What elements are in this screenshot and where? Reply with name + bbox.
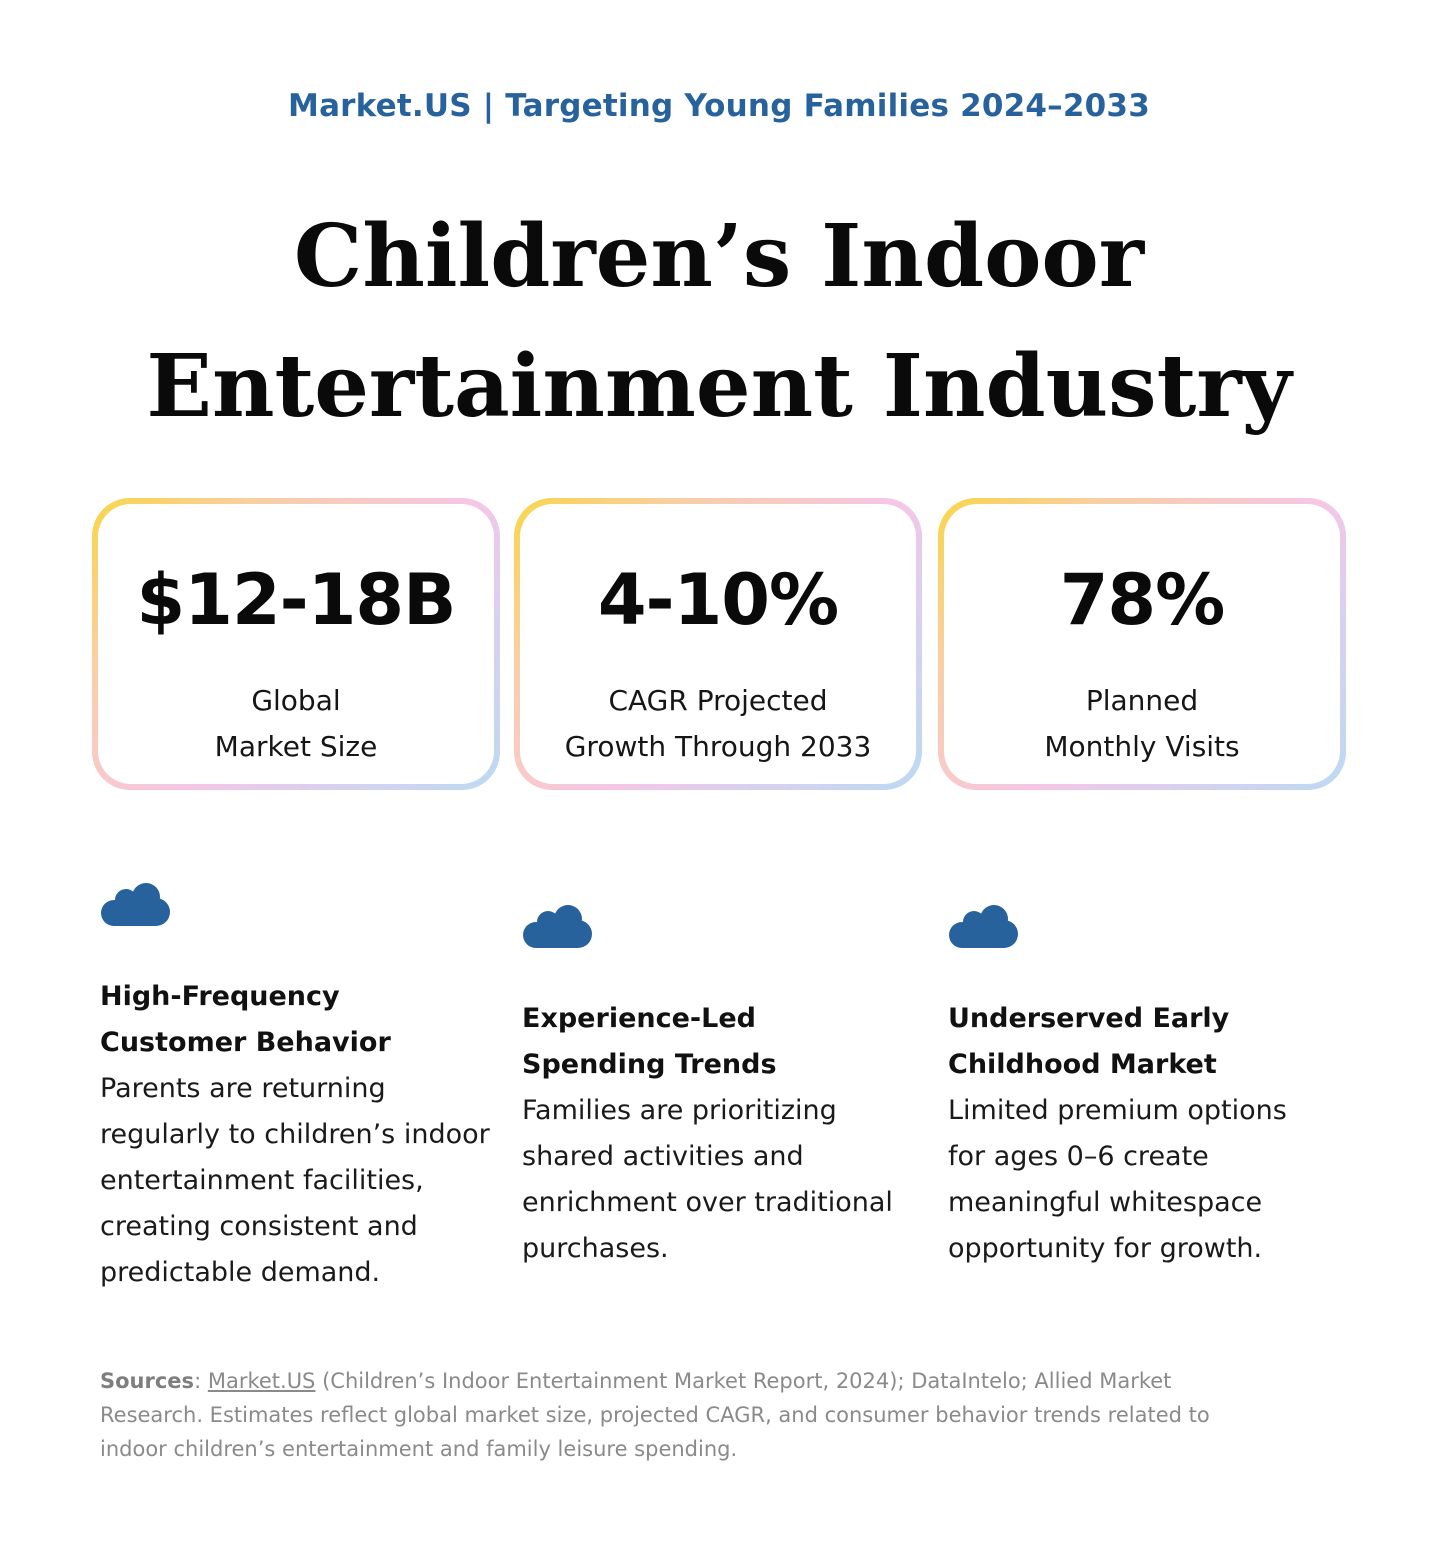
- feature-title-line-1: Underserved Early: [948, 1003, 1230, 1034]
- feature-body-line: for ages 0–6 create: [948, 1141, 1209, 1172]
- feature-body-line: Families are prioritizing: [522, 1095, 837, 1126]
- feature-experience-led: Experience-Led Spending Trends Families …: [522, 902, 922, 1272]
- feature-body-line: creating consistent and: [100, 1211, 418, 1242]
- stat-value: 4-10%: [597, 559, 839, 641]
- feature-body-line: entertainment facilities,: [100, 1165, 424, 1196]
- cloud-icon: [949, 905, 1018, 948]
- feature-body-line: opportunity for growth.: [948, 1233, 1263, 1264]
- feature-body-line: shared activities and: [522, 1141, 804, 1172]
- feature-body-line: meaningful whitespace: [948, 1187, 1263, 1218]
- feature-body-line: Limited premium options: [948, 1095, 1287, 1126]
- stat-value: 78%: [1059, 559, 1226, 641]
- stat-label: Planned Monthly Visits: [944, 678, 1340, 770]
- stat-label-line-2: Growth Through 2033: [564, 730, 872, 763]
- stat-card-body: 78% Planned Monthly Visits: [944, 504, 1340, 784]
- page-title-line-1: Children’s Indoor: [293, 206, 1145, 307]
- feature-title: Experience-Led Spending Trends: [522, 996, 922, 1088]
- feature-title-line-1: Experience-Led: [522, 1003, 756, 1034]
- sources-separator: :: [194, 1369, 208, 1393]
- stat-label: CAGR Projected Growth Through 2033: [520, 678, 916, 770]
- feature-body-line: enrichment over traditional: [522, 1187, 893, 1218]
- stat-card-body: $12-18B Global Market Size: [98, 504, 494, 784]
- feature-title: Underserved Early Childhood Market: [948, 996, 1348, 1088]
- source-link-marketus[interactable]: Market.US: [207, 1369, 316, 1393]
- stat-value: $12-18B: [136, 559, 457, 641]
- page-title-line-2: Entertainment Industry: [146, 336, 1292, 437]
- cloud-icon: [101, 883, 170, 926]
- feature-title: High-Frequency Customer Behavior: [100, 974, 500, 1066]
- sources-line-2: Research. Estimates reflect global marke…: [100, 1403, 1210, 1427]
- report-kicker: Market.US | Targeting Young Families 202…: [288, 88, 1150, 124]
- cloud-icon: [523, 905, 592, 948]
- feature-underserved-early-childhood: Underserved Early Childhood Market Limit…: [948, 902, 1348, 1272]
- page-title: Children’s Indoor Entertainment Industry: [0, 192, 1438, 452]
- sources-label: Sources: [100, 1369, 195, 1393]
- feature-body-line: Parents are returning: [100, 1073, 386, 1104]
- feature-body-line: regularly to children’s indoor: [100, 1119, 490, 1150]
- feature-title-line-2: Spending Trends: [522, 1049, 777, 1080]
- stat-label-line-2: Monthly Visits: [1044, 730, 1240, 763]
- feature-body-line: predictable demand.: [100, 1257, 381, 1288]
- stat-label-line-1: CAGR Projected: [608, 684, 828, 717]
- feature-high-frequency: High-Frequency Customer Behavior Parents…: [100, 880, 500, 1296]
- feature-title-line-2: Childhood Market: [948, 1049, 1217, 1080]
- stat-card-market-size: $12-18B Global Market Size: [92, 498, 500, 790]
- feature-body: Parents are returning regularly to child…: [100, 1066, 500, 1296]
- stat-card-cagr: 4-10% CAGR Projected Growth Through 2033: [514, 498, 922, 790]
- stat-label-line-2: Market Size: [214, 730, 378, 763]
- stat-label-line-1: Planned: [1085, 684, 1199, 717]
- feature-title-line-2: Customer Behavior: [100, 1027, 391, 1058]
- feature-title-line-1: High-Frequency: [100, 981, 340, 1012]
- feature-body: Families are prioritizing shared activit…: [522, 1088, 922, 1272]
- stat-card-monthly-visits: 78% Planned Monthly Visits: [938, 498, 1346, 790]
- sources-line-3: indoor children’s entertainment and fami…: [100, 1437, 738, 1461]
- stat-label-line-1: Global: [251, 684, 341, 717]
- sources-line-1: Sources: Market.US (Children’s Indoor En…: [100, 1364, 1320, 1398]
- feature-body-line: purchases.: [522, 1233, 669, 1264]
- sources-footnote: Sources: Market.US (Children’s Indoor En…: [100, 1364, 1320, 1466]
- stat-label: Global Market Size: [98, 678, 494, 770]
- sources-line-1-text: (Children’s Indoor Entertainment Market …: [315, 1369, 1172, 1393]
- stat-card-body: 4-10% CAGR Projected Growth Through 2033: [520, 504, 916, 784]
- feature-body: Limited premium options for ages 0–6 cre…: [948, 1088, 1348, 1272]
